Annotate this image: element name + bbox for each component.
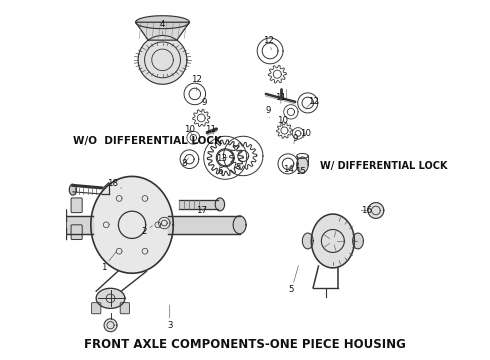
Text: 11: 11 [275,93,286,103]
Text: W/ DIFFERENTIAL LOCK: W/ DIFFERENTIAL LOCK [320,161,448,171]
Text: 9: 9 [201,98,206,114]
Polygon shape [136,16,190,29]
FancyBboxPatch shape [71,198,82,213]
Text: 17: 17 [196,206,207,215]
Text: 4: 4 [160,19,165,35]
Polygon shape [215,198,224,211]
Polygon shape [233,216,246,234]
Polygon shape [368,203,384,219]
Polygon shape [96,288,125,309]
Text: 16: 16 [361,206,372,215]
Text: 2: 2 [142,226,152,237]
Text: 12: 12 [307,96,318,107]
Text: 8: 8 [181,158,189,168]
Polygon shape [138,36,187,84]
FancyBboxPatch shape [120,303,129,314]
Polygon shape [311,214,354,268]
Text: 14: 14 [283,165,294,174]
Text: 9: 9 [266,105,271,118]
Text: 10: 10 [184,125,195,136]
Text: 12: 12 [263,36,274,50]
Text: 1: 1 [100,251,117,273]
Polygon shape [136,22,190,40]
Text: 10: 10 [277,116,288,127]
Text: W/O  DIFFERENTIAL LOCK: W/O DIFFERENTIAL LOCK [73,136,222,146]
Polygon shape [69,184,76,195]
Text: 6: 6 [217,165,222,176]
Text: 3: 3 [167,305,172,330]
Polygon shape [302,233,313,249]
Text: 9: 9 [293,134,298,144]
Polygon shape [353,233,364,249]
FancyBboxPatch shape [92,303,101,314]
Text: 12: 12 [191,75,202,91]
Polygon shape [91,176,173,273]
Text: 13: 13 [216,154,227,163]
Text: 18: 18 [107,179,122,188]
Text: 10: 10 [300,129,312,138]
Polygon shape [296,157,308,173]
FancyBboxPatch shape [71,225,82,239]
Polygon shape [104,319,117,332]
Text: FRONT AXLE COMPONENTS-ONE PIECE HOUSING: FRONT AXLE COMPONENTS-ONE PIECE HOUSING [84,338,406,351]
Text: 15: 15 [295,167,306,176]
Text: 11: 11 [205,125,217,134]
Text: 5: 5 [289,266,298,294]
